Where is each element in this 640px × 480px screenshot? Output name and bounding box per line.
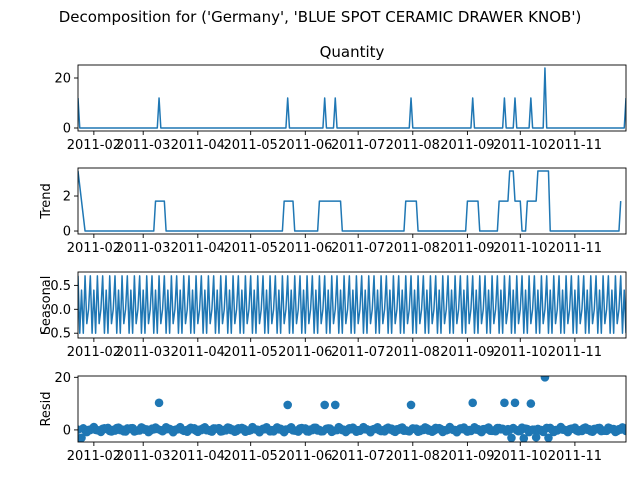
x-tick-label: 2011-09 <box>440 345 494 360</box>
x-tick-label: 2011-09 <box>440 241 494 256</box>
y-tick-label: 2 <box>63 190 71 205</box>
x-tick-label: 2011-09 <box>440 138 494 153</box>
y-tick-label: 20 <box>54 72 71 87</box>
axes-frame <box>77 271 627 339</box>
seasonal-line <box>78 275 626 334</box>
x-tick-label: 2011-10 <box>493 449 547 464</box>
x-tick-label: 2011-03 <box>116 345 170 360</box>
resid-point <box>154 398 164 408</box>
x-tick-label: 2011-08 <box>386 449 440 464</box>
x-tick-label: 2011-10 <box>493 138 547 153</box>
x-tick-label: 2011-03 <box>116 138 170 153</box>
plot-area <box>78 376 626 442</box>
plot-area <box>78 67 626 129</box>
x-tick-label: 2011-08 <box>386 345 440 360</box>
resid-point <box>519 434 529 442</box>
x-tick-label: 2011-04 <box>171 241 225 256</box>
plot-area <box>78 170 622 232</box>
x-tick-label: 2011-08 <box>386 138 440 153</box>
axes-frame <box>77 375 627 443</box>
y-tick-label: 0 <box>63 225 71 240</box>
resid-point <box>507 433 516 442</box>
resid-point <box>526 399 536 408</box>
resid-point <box>621 426 626 436</box>
x-tick-label: 2011-02 <box>67 138 121 153</box>
resid-point <box>531 432 541 442</box>
y-axis-label: Seasonal <box>39 276 54 335</box>
y-tick-label: 0 <box>63 122 71 137</box>
x-tick-label: 2011-04 <box>171 449 225 464</box>
x-tick-label: 2011-11 <box>548 449 602 464</box>
resid-point <box>78 433 86 442</box>
resid-point <box>468 398 478 408</box>
x-tick-label: 2011-08 <box>386 241 440 256</box>
x-tick-label: 2011-02 <box>67 241 121 256</box>
y-axis-label: Trend <box>39 183 54 220</box>
y-tick-label: 0.5 <box>50 279 71 294</box>
x-tick-label: 2011-02 <box>67 449 121 464</box>
y-tick-label: 20 <box>54 371 71 386</box>
y-axis-label: Resid <box>39 391 54 426</box>
x-tick-label: 2011-11 <box>548 345 602 360</box>
plot-area <box>78 275 626 334</box>
axes-frame <box>77 64 627 132</box>
x-tick-label: 2011-10 <box>493 345 547 360</box>
x-tick-label: 2011-06 <box>278 138 332 153</box>
resid-point <box>544 433 553 442</box>
y-tick-label: −0.5 <box>39 327 71 342</box>
x-tick-label: 2011-07 <box>331 241 385 256</box>
resid-point <box>283 400 292 410</box>
resid-point <box>510 398 520 408</box>
resid-point <box>500 398 509 408</box>
resid-point <box>330 400 340 410</box>
x-tick-label: 2011-04 <box>171 345 225 360</box>
x-tick-label: 2011-04 <box>171 138 225 153</box>
x-tick-label: 2011-06 <box>278 241 332 256</box>
trend-line <box>78 170 622 232</box>
resid-point <box>540 376 550 382</box>
x-tick-label: 2011-07 <box>331 345 385 360</box>
y-tick-label: 0 <box>63 423 71 438</box>
y-tick-label: 0.0 <box>50 303 71 318</box>
x-tick-label: 2011-03 <box>116 241 170 256</box>
x-tick-label: 2011-09 <box>440 449 494 464</box>
x-tick-label: 2011-11 <box>548 138 602 153</box>
x-tick-label: 2011-02 <box>67 345 121 360</box>
resid-point <box>320 400 329 410</box>
x-tick-label: 2011-10 <box>493 241 547 256</box>
x-tick-label: 2011-07 <box>331 449 385 464</box>
x-tick-label: 2011-05 <box>224 449 278 464</box>
x-tick-label: 2011-06 <box>278 345 332 360</box>
x-tick-label: 2011-05 <box>224 138 278 153</box>
resid-point <box>406 400 416 410</box>
x-tick-label: 2011-06 <box>278 449 332 464</box>
x-tick-label: 2011-05 <box>224 345 278 360</box>
x-tick-label: 2011-07 <box>331 138 385 153</box>
observed-line <box>78 67 626 129</box>
x-tick-label: 2011-05 <box>224 241 278 256</box>
panel-title: Quantity <box>320 43 385 61</box>
axes-frame <box>77 167 627 235</box>
figure-title: Decomposition for ('Germany', 'BLUE SPOT… <box>59 8 582 26</box>
x-tick-label: 2011-03 <box>116 449 170 464</box>
x-tick-label: 2011-11 <box>548 241 602 256</box>
